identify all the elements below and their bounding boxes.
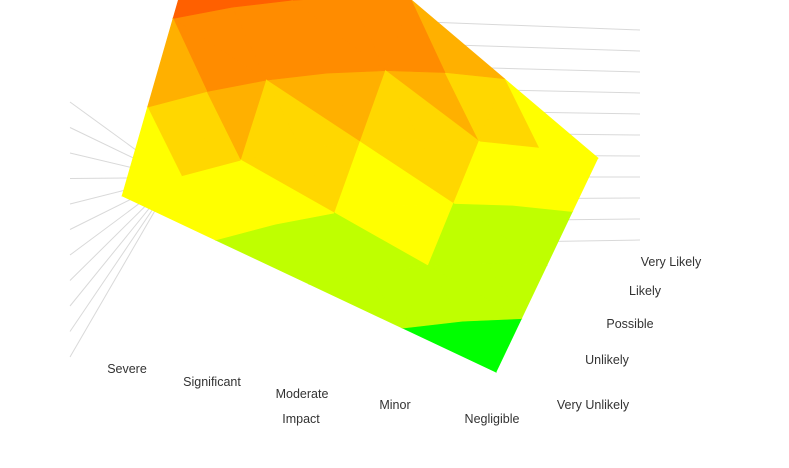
impact-tick-label: Minor	[379, 398, 410, 412]
likelihood-tick-label: Possible	[606, 317, 653, 331]
impact-tick-label: Severe	[107, 362, 147, 376]
surface-facet	[427, 202, 489, 267]
surface-facet	[215, 159, 276, 241]
surface-facet	[359, 69, 420, 143]
surface-facet	[121, 106, 182, 197]
surface-facet	[229, 0, 293, 8]
surface-facet	[240, 79, 301, 161]
surface-facet	[172, 0, 233, 19]
surface-facet	[385, 0, 446, 73]
impact-tick-label: Moderate	[276, 387, 329, 401]
likelihood-tick-label: Likely	[629, 284, 662, 298]
surface-facet	[478, 78, 540, 148]
surface-facet	[147, 17, 208, 108]
surface-facet	[266, 0, 327, 81]
likelihood-tick-label: Very Likely	[641, 255, 702, 269]
impact-axis-title: Impact	[282, 412, 320, 426]
surface-facet	[308, 212, 369, 285]
likelihood-tick-label: Very Unlikely	[557, 398, 630, 412]
surface-facet	[334, 141, 395, 214]
likelihood-tick-labels: Very Unlikely Unlikely Possible Likely Very …	[557, 255, 702, 412]
impact-tick-labels: Severe Significant Moderate Minor Negligible	[107, 362, 519, 426]
impact-tick-label: Significant	[183, 375, 241, 389]
surface-facet	[453, 140, 514, 206]
impact-tick-label: Negligible	[465, 412, 520, 426]
surface-facet	[402, 265, 463, 329]
likelihood-tick-label: Unlikely	[585, 353, 630, 367]
surface-plot	[121, 0, 600, 373]
